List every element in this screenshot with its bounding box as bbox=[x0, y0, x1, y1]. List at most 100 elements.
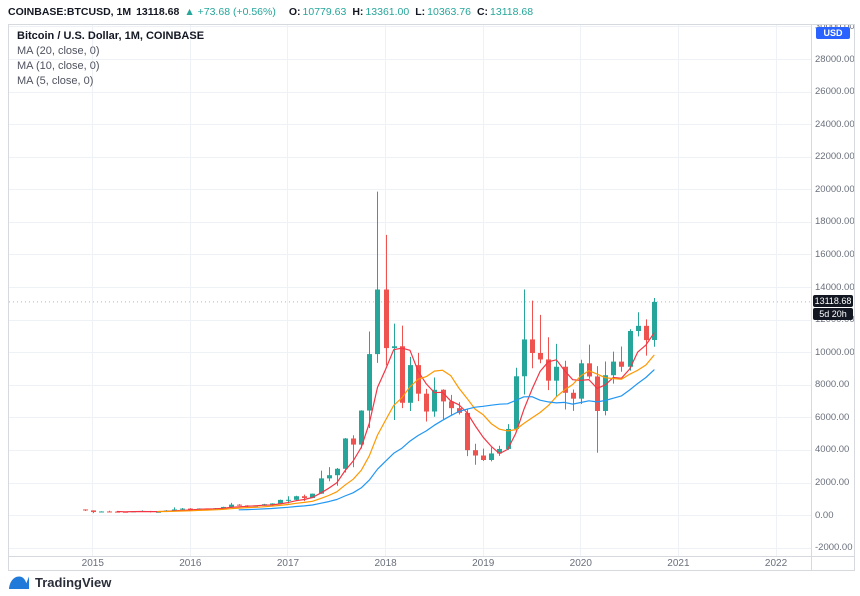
candle-body bbox=[489, 453, 494, 460]
ma-line-5 bbox=[116, 332, 655, 513]
axis-corner bbox=[811, 556, 854, 570]
ohlc-value: 10779.63 bbox=[302, 6, 347, 18]
symbol-title[interactable]: COINBASE:BTCUSD, 1M bbox=[8, 6, 132, 18]
ohlc-value: 13361.00 bbox=[365, 6, 410, 18]
candle-body bbox=[343, 438, 348, 469]
candle-body bbox=[221, 506, 226, 509]
price-change: ▲ +73.68 (+0.56%) bbox=[184, 6, 276, 18]
last-price-badge: 13118.68 bbox=[813, 294, 853, 307]
candle-body bbox=[367, 354, 372, 411]
time-tick-label: 2021 bbox=[667, 558, 690, 569]
candle-body bbox=[375, 289, 380, 355]
candlestick-chart[interactable] bbox=[9, 25, 811, 556]
candle-body bbox=[603, 375, 608, 411]
candle-body bbox=[579, 363, 584, 399]
candle-body bbox=[522, 339, 527, 377]
ohlc-values: O: 10779.63 H: 13361.00 L: 10363.76 C: 13118.68 bbox=[283, 6, 533, 18]
candle-body bbox=[465, 412, 470, 451]
tradingview-logo[interactable]: TradingView bbox=[35, 575, 112, 590]
candle-body bbox=[278, 499, 283, 504]
candle-body bbox=[473, 450, 478, 456]
candle-body bbox=[335, 468, 340, 476]
candle-body bbox=[392, 346, 397, 349]
candle-body bbox=[107, 511, 112, 513]
candle-body bbox=[546, 359, 551, 381]
price-tick-label: 26000.00 bbox=[815, 86, 854, 98]
price-tick-label: 4000.00 bbox=[815, 444, 850, 456]
candle-body bbox=[400, 346, 405, 403]
candle-body bbox=[652, 301, 657, 341]
legend-symbol-title[interactable]: Bitcoin / U.S. Dollar, 1M, COINBASE bbox=[17, 30, 205, 42]
candle-body bbox=[384, 289, 389, 349]
candle-body bbox=[91, 510, 96, 513]
price-tick-label: -2000.00 bbox=[815, 542, 853, 554]
candle-body bbox=[432, 389, 437, 412]
candle-body bbox=[310, 493, 315, 499]
last-price-badge-group: 13118.68 5d 20h bbox=[813, 294, 853, 321]
price-tick-label: 6000.00 bbox=[815, 411, 850, 423]
time-tick-label: 2022 bbox=[764, 558, 788, 569]
time-tick-label: 2015 bbox=[81, 558, 104, 569]
time-axis[interactable]: 2015 2016 2017 2018 2019 2020 2021 2022 bbox=[9, 556, 811, 570]
price-tick-label: 8000.00 bbox=[815, 379, 850, 391]
ohlc-label: H: bbox=[352, 6, 364, 18]
footer-bar: TradingView bbox=[8, 574, 111, 591]
time-tick-label: 2017 bbox=[276, 558, 300, 569]
legend-indicator-list: MA (20, close, 0) MA (10, close, 0) MA (5,… bbox=[17, 44, 204, 89]
candle-body bbox=[229, 504, 234, 507]
bar-countdown-badge: 5d 20h bbox=[813, 307, 853, 320]
candle-body bbox=[237, 504, 242, 506]
price-tick-label: 28000.00 bbox=[815, 53, 854, 65]
candle-body bbox=[359, 410, 364, 445]
ohlc-label: O: bbox=[288, 6, 301, 18]
candle-body bbox=[99, 511, 104, 513]
candle-body bbox=[481, 455, 486, 460]
candle-body bbox=[270, 503, 275, 505]
candle-body bbox=[115, 511, 120, 513]
price-axis[interactable]: -2000.00 0.00 2000.00 4000.00 6000.00 8000.00… bbox=[811, 25, 854, 556]
candle-body bbox=[514, 376, 519, 429]
legend-ma-item[interactable]: MA (5, close, 0) bbox=[17, 75, 94, 87]
candle-body bbox=[538, 352, 543, 360]
candle-body bbox=[408, 365, 413, 403]
candle-body bbox=[619, 361, 624, 367]
candle-body bbox=[83, 509, 88, 511]
price-tick-label: 18000.00 bbox=[815, 216, 854, 228]
candle-body bbox=[424, 393, 429, 412]
candle-body bbox=[530, 339, 535, 353]
price-tick-label: 0.00 bbox=[815, 509, 834, 521]
chart-plot-area[interactable]: Bitcoin / U.S. Dollar, 1M, COINBASE MA (… bbox=[9, 25, 811, 556]
candle-body bbox=[506, 428, 511, 449]
time-tick-label: 2020 bbox=[569, 558, 592, 569]
price-tick-label: 10000.00 bbox=[815, 346, 854, 358]
candle-body bbox=[497, 448, 502, 454]
ohlc-value: 10363.76 bbox=[427, 6, 471, 18]
candle-body bbox=[563, 366, 568, 393]
legend-ma-item[interactable]: MA (20, close, 0) bbox=[17, 45, 100, 57]
ohlc-label: C: bbox=[476, 6, 489, 18]
price-tick-label: 24000.00 bbox=[815, 118, 854, 130]
candle-body bbox=[449, 401, 454, 409]
price-tick-label: 16000.00 bbox=[815, 248, 854, 260]
candle-body bbox=[327, 475, 332, 479]
price-tick-label: 14000.00 bbox=[815, 281, 854, 293]
ohlc-value: 13118.68 bbox=[490, 6, 534, 18]
time-tick-label: 2016 bbox=[179, 558, 202, 569]
ma-line-10 bbox=[157, 354, 655, 513]
candle-body bbox=[286, 499, 291, 501]
candle-body bbox=[351, 438, 356, 445]
candle-body bbox=[441, 389, 446, 402]
legend-ma-item[interactable]: MA (10, close, 0) bbox=[17, 60, 100, 72]
candle-body bbox=[457, 408, 462, 413]
candle-body bbox=[294, 496, 299, 500]
time-tick-label: 2019 bbox=[472, 558, 495, 569]
candle-body bbox=[172, 509, 177, 511]
time-tick-label: 2018 bbox=[374, 558, 397, 569]
candle-body bbox=[180, 508, 185, 510]
candle-body bbox=[188, 508, 193, 510]
tradingview-logo-icon bbox=[9, 576, 29, 589]
candle-body bbox=[571, 392, 576, 399]
chart-frame: Bitcoin / U.S. Dollar, 1M, COINBASE MA (… bbox=[8, 24, 855, 571]
price-tick-label: 22000.00 bbox=[815, 151, 854, 163]
price-tick-label: 20000.00 bbox=[815, 183, 854, 195]
